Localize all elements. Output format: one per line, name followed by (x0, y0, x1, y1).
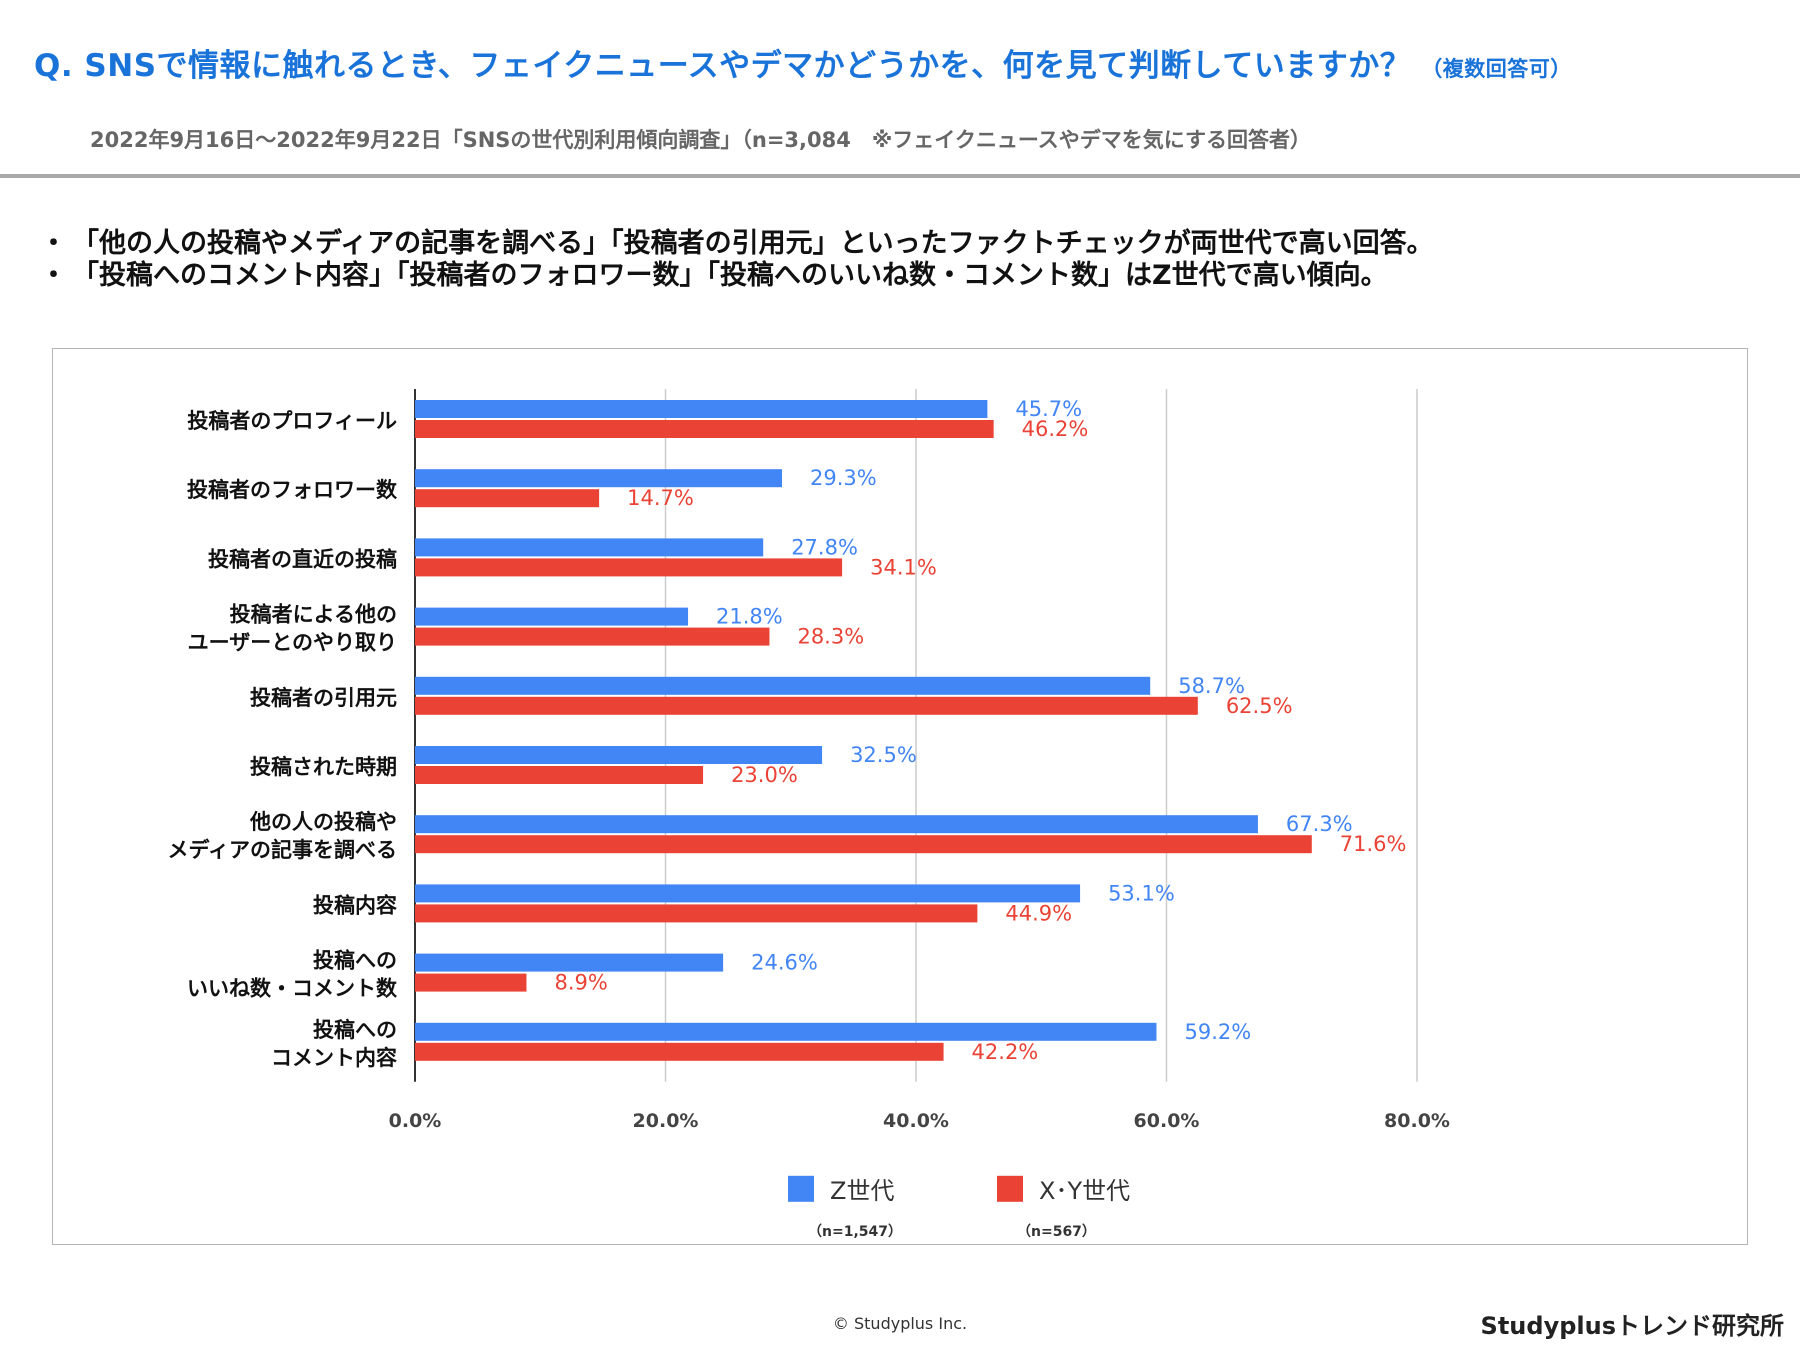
data-label: 46.2% (1022, 417, 1089, 441)
legend-swatch (788, 1175, 814, 1202)
bar-z (415, 538, 764, 557)
category-label: 投稿への (313, 1018, 397, 1042)
legend-sample-size: （n=1,547） (808, 1224, 902, 1240)
data-label: 44.9% (1005, 901, 1072, 925)
bar-xy (415, 558, 843, 577)
header: Q. SNSで情報に触れるとき、フェイクニュースやデマかどうかを、何を見て判断し… (0, 0, 1800, 178)
data-label: 53.1% (1108, 881, 1175, 905)
bar-z (415, 1022, 1157, 1041)
title-text: Q. SNSで情報に触れるとき、フェイクニュースやデマかどうかを、何を見て判断し… (34, 48, 1412, 84)
brand-logo-text: Studyplusトレンド研究所 (1480, 1312, 1784, 1340)
bar-xy (415, 835, 1312, 854)
data-label: 21.8% (716, 605, 783, 629)
x-tick-label: 60.0% (1134, 1110, 1200, 1132)
bullet-mark: ・ (40, 228, 67, 259)
legend-sample-size: （n=567） (1017, 1224, 1096, 1240)
data-label: 14.7% (627, 486, 694, 510)
category-label: 投稿への (313, 949, 397, 973)
bar-xy (415, 420, 994, 438)
key-findings: ・「他の人の投稿やメディアの記事を調べる」「投稿者の引用元」といったファクトチェ… (40, 228, 1434, 292)
bar-z (415, 400, 988, 418)
x-tick-label: 40.0% (883, 1110, 949, 1132)
bar-xy (415, 973, 527, 992)
category-label: メディアの記事を調べる (167, 838, 397, 862)
x-tick-label: 20.0% (633, 1110, 699, 1132)
category-label: ユーザーとのやり取り (188, 631, 397, 655)
category-label: 他の人の投稿や (249, 810, 397, 834)
data-label: 71.6% (1340, 832, 1407, 856)
bar-xy (415, 489, 600, 508)
bar-xy (415, 1042, 944, 1061)
legend-label: X･Y世代 (1039, 1177, 1130, 1205)
data-label: 42.2% (972, 1040, 1039, 1064)
data-label: 67.3% (1286, 812, 1353, 836)
legend-label: Z世代 (830, 1177, 894, 1205)
data-label: 23.0% (731, 763, 798, 787)
title-note: （複数回答可） (1421, 57, 1572, 81)
data-label: 62.5% (1226, 694, 1293, 718)
bar-z (415, 815, 1258, 834)
category-label: 投稿内容 (313, 893, 397, 917)
bar-xy (415, 696, 1198, 715)
finding-text: 「他の人の投稿やメディアの記事を調べる」「投稿者の引用元」といったファクトチェッ… (72, 228, 1434, 259)
bar-xy (415, 627, 770, 646)
chart-frame: 0.0% 20.0% 40.0% 60.0% 80.0% 45.7% 46.2% 投稿者のプロ… (52, 348, 1748, 1245)
category-label: 投稿者の引用元 (250, 686, 397, 710)
legend-swatch (997, 1175, 1023, 1202)
bar-z (415, 746, 823, 764)
bar-xy (415, 904, 978, 923)
bullet-mark: ・ (40, 260, 67, 291)
x-tick-label: 80.0% (1384, 1110, 1450, 1132)
bar-z (415, 953, 724, 972)
survey-subtitle: 2022年9月16日～2022年9月22日「SNSの世代別利用傾向調査」（n=3… (90, 128, 1312, 152)
category-label: 投稿者による他の (230, 603, 397, 627)
finding-text: 「投稿へのコメント内容」「投稿者のフォロワー数」「投稿へのいいね数・コメント数」… (72, 260, 1388, 291)
data-label: 24.6% (751, 951, 818, 975)
category-label: 投稿者のプロフィール (187, 409, 397, 433)
category-label: 投稿された時期 (250, 755, 397, 779)
category-label: 投稿者のフォロワー数 (187, 478, 398, 502)
finding-1: ・「他の人の投稿やメディアの記事を調べる」「投稿者の引用元」といったファクトチェ… (40, 228, 1434, 260)
data-label: 8.9% (554, 971, 607, 995)
data-label: 58.7% (1178, 674, 1245, 698)
data-label: 27.8% (791, 535, 858, 559)
data-label: 45.7% (1015, 397, 1082, 421)
data-label: 29.3% (810, 466, 877, 490)
bar-xy (415, 766, 704, 784)
bar-z (415, 469, 782, 488)
copyright: © Studyplus Inc. (832, 1314, 968, 1333)
category-label: いいね数・コメント数 (187, 977, 398, 1001)
bar-chart: 0.0% 20.0% 40.0% 60.0% 80.0% 45.7%46.2% 投稿者のプロ… (167, 389, 1450, 1240)
data-label: 34.1% (870, 555, 937, 579)
finding-2: ・「投稿へのコメント内容」「投稿者のフォロワー数」「投稿へのいいね数・コメント数… (40, 260, 1434, 292)
x-tick-label: 0.0% (389, 1110, 442, 1132)
bar-z (415, 676, 1151, 695)
data-label: 32.5% (850, 743, 917, 767)
data-label: 59.2% (1184, 1020, 1251, 1044)
category-label: 投稿者の直近の投稿 (208, 547, 397, 571)
page-title: Q. SNSで情報に触れるとき、フェイクニュースやデマかどうかを、何を見て判断し… (34, 40, 1572, 85)
bar-z (415, 607, 689, 626)
data-label: 28.3% (797, 625, 864, 649)
category-label: コメント内容 (271, 1046, 397, 1070)
bar-z (415, 884, 1081, 903)
